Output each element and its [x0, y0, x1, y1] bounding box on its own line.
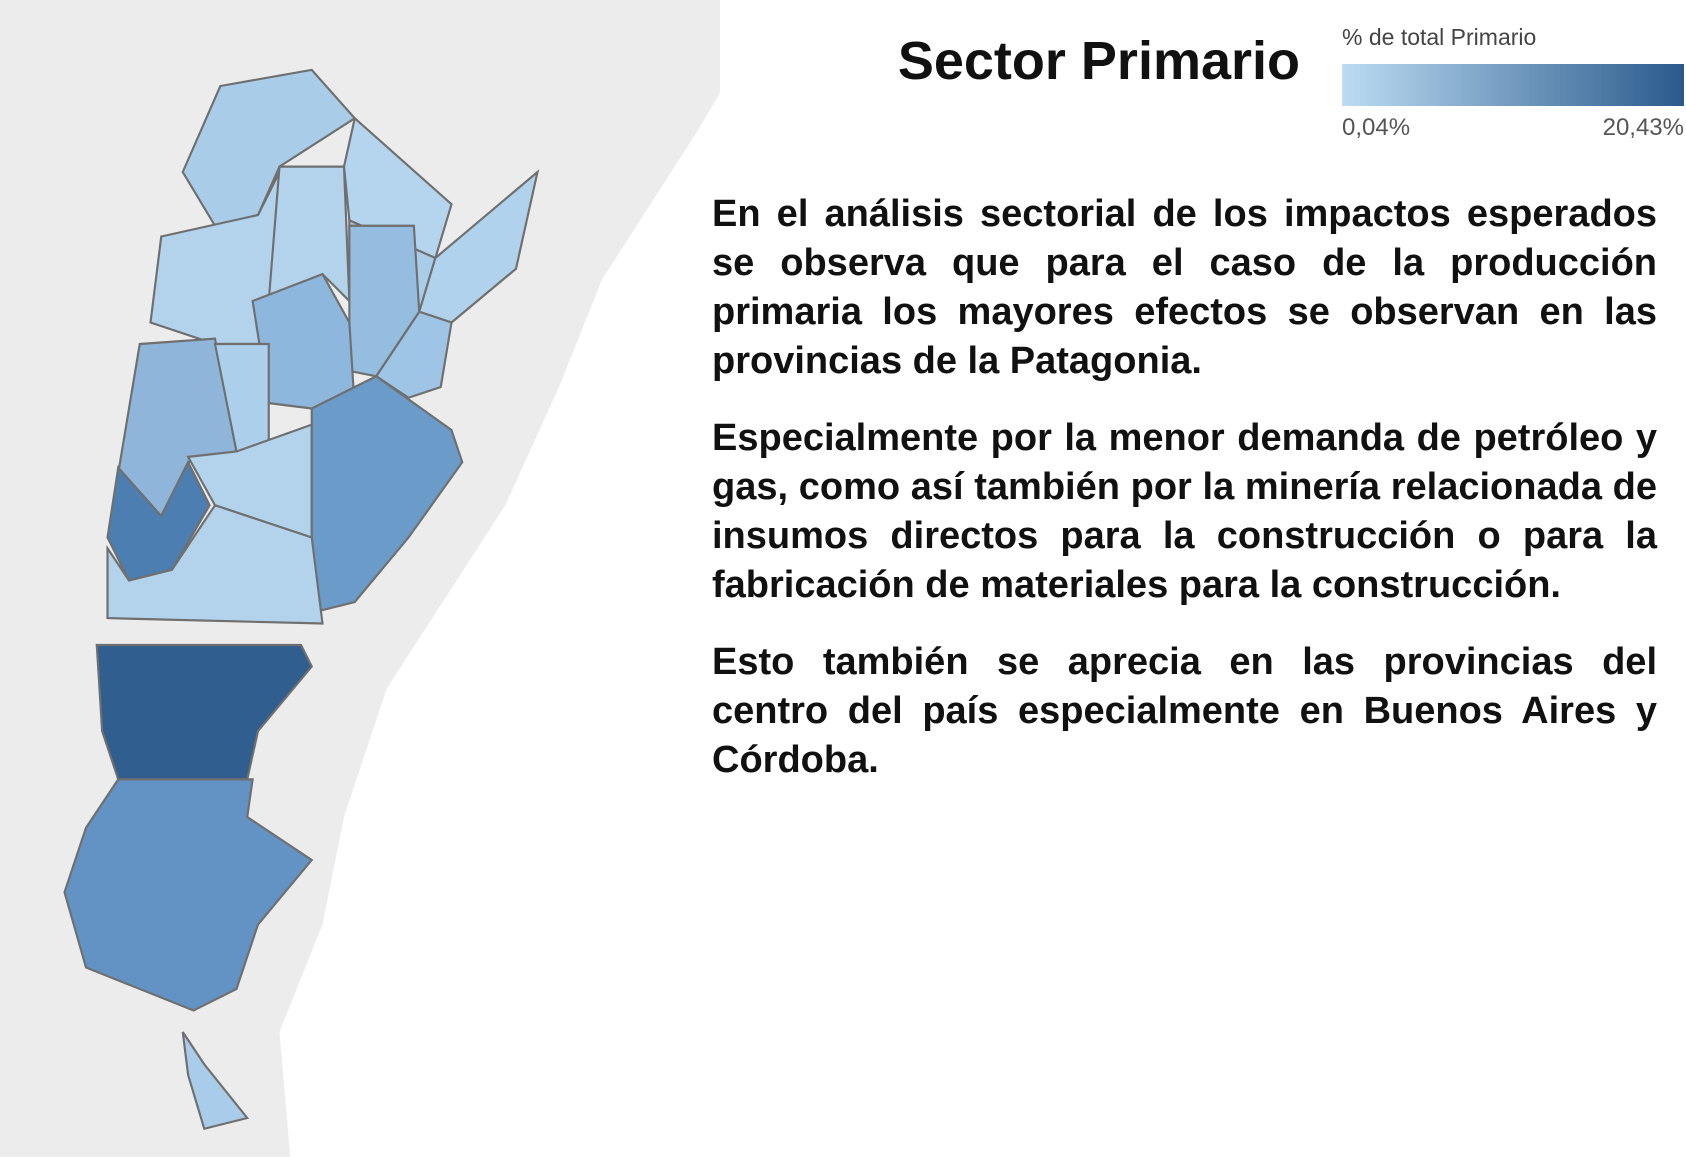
province	[417, 169, 540, 324]
paragraph: En el análisis sectorial de los impactos…	[712, 193, 1657, 382]
legend-max: 20,43%	[1602, 114, 1684, 141]
legend-title: % de total Primario	[1342, 24, 1537, 50]
paragraph: Esto también se aprecia en las provincia…	[712, 641, 1657, 781]
legend-gradient	[1342, 64, 1684, 106]
province	[95, 643, 314, 781]
province	[106, 459, 211, 582]
text-block: En el análisis sectorial de los impactos…	[712, 190, 1657, 813]
province	[181, 1031, 250, 1131]
province	[267, 165, 351, 304]
map	[0, 0, 720, 1157]
province	[63, 778, 314, 1012]
paragraph: Especialmente por la menor demanda de pe…	[712, 417, 1657, 606]
province	[181, 68, 357, 227]
title: Sector Primario	[897, 31, 1300, 91]
legend: % de total Primario 0,04% 20,43%	[1312, 14, 1686, 144]
legend-min: 0,04%	[1342, 114, 1411, 141]
province	[106, 503, 324, 625]
